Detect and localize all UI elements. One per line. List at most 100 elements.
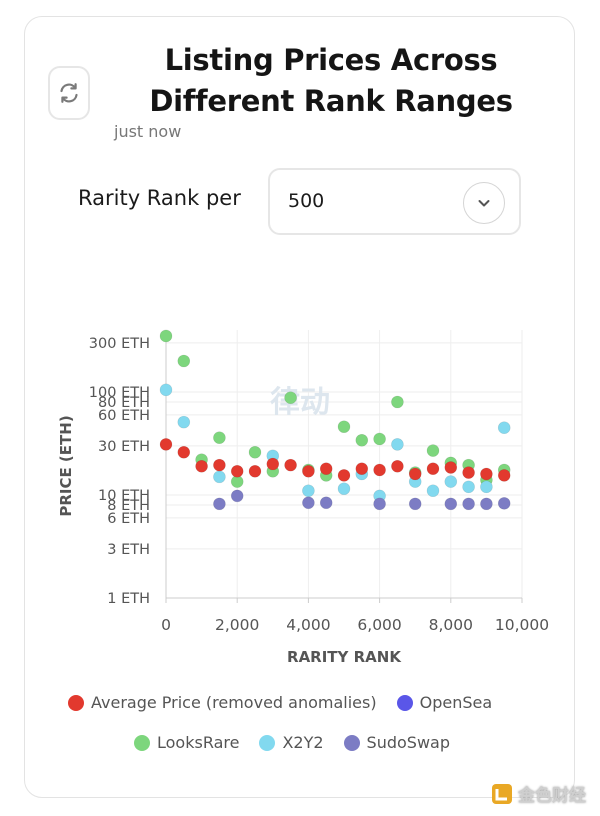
point-looksrare: [355, 433, 369, 447]
point-sudoswap: [480, 497, 493, 511]
legend-item-looksrare[interactable]: LooksRare: [134, 733, 239, 752]
rank-range-value: 500: [288, 190, 325, 212]
point-sudoswap: [497, 497, 511, 510]
point-sudoswap: [319, 496, 333, 510]
x-tick-label: 6,000: [357, 616, 401, 634]
x-tick-label: 2,000: [215, 616, 259, 634]
point-x2y2: [213, 470, 226, 484]
chevron-down-icon: [478, 200, 490, 207]
point-sudoswap: [444, 497, 458, 511]
point-sudoswap: [302, 496, 315, 510]
chart-title: Listing Prices Across Different Rank Ran…: [149, 43, 513, 118]
point-sudoswap: [373, 497, 386, 511]
legend-row-2: LooksRare X2Y2 SudoSwap: [134, 733, 470, 752]
y-tick-label: 1 ETH: [107, 591, 150, 607]
y-tick-label: 6 ETH: [107, 511, 150, 527]
legend-marker: [343, 734, 360, 751]
y-tick-label: 10 ETH: [98, 488, 150, 504]
point-average-price-removed-anomalies: [355, 462, 369, 476]
point-average-price-removed-anomalies: [373, 463, 386, 477]
x-tick-label: 8,000: [429, 616, 473, 634]
legend-marker: [396, 694, 413, 711]
x-tick-label: 0: [161, 616, 171, 634]
point-average-price-removed-anomalies: [159, 438, 173, 451]
point-average-price-removed-anomalies: [480, 467, 493, 481]
corner-watermark: 金色财经: [491, 781, 586, 806]
dropdown-toggle[interactable]: [463, 182, 505, 224]
refresh-icon: [60, 83, 78, 103]
y-tick-label: 3 ETH: [107, 542, 150, 558]
legend-item-sudoswap[interactable]: SudoSwap: [343, 733, 450, 752]
point-x2y2: [337, 482, 351, 496]
y-tick-label: 60 ETH: [98, 408, 150, 424]
point-average-price-removed-anomalies: [266, 457, 280, 471]
legend-label: Average Price (removed anomalies): [91, 693, 377, 712]
point-sudoswap: [408, 497, 422, 511]
chart-points: [159, 329, 511, 511]
x-tick-label: 10,000: [495, 616, 549, 634]
point-average-price-removed-anomalies: [195, 459, 208, 473]
legend-label: LooksRare: [157, 733, 240, 752]
point-average-price-removed-anomalies: [230, 464, 244, 478]
point-x2y2: [444, 475, 458, 488]
point-average-price-removed-anomalies: [391, 459, 404, 473]
point-average-price-removed-anomalies: [462, 466, 475, 479]
point-average-price-removed-anomalies: [319, 462, 333, 476]
rank-range-select[interactable]: 500: [268, 168, 521, 235]
rarity-rank-label: Rarity Rank per: [78, 186, 241, 210]
x-tick-label: 4,000: [286, 616, 330, 634]
y-tick-label: 100 ETH: [89, 385, 150, 401]
point-average-price-removed-anomalies: [284, 458, 297, 472]
point-looksrare: [337, 420, 351, 434]
point-x2y2: [159, 383, 173, 397]
point-looksrare: [213, 431, 226, 445]
point-x2y2: [302, 484, 315, 498]
legend-marker: [68, 694, 84, 711]
legend-row-1: Average Price (removed anomalies) OpenSe…: [68, 693, 512, 712]
y-axis-label: PRICE (ETH): [57, 415, 75, 516]
point-average-price-removed-anomalies: [497, 469, 511, 482]
legend-marker: [259, 734, 276, 751]
point-looksrare: [373, 432, 386, 446]
legend-item-x2y2[interactable]: X2Y2: [259, 733, 324, 752]
legend-label: X2Y2: [282, 733, 324, 752]
point-sudoswap: [462, 497, 475, 511]
y-tick-label: 80 ETH: [98, 395, 150, 411]
y-tick-label: 8 ETH: [107, 498, 150, 514]
refresh-button[interactable]: [48, 66, 90, 120]
chart-grid: [165, 330, 523, 599]
point-looksrare: [159, 329, 173, 343]
legend-item-average[interactable]: Average Price (removed anomalies): [68, 693, 377, 712]
watermark-corner-text: 金色财经: [518, 786, 586, 806]
updated-timestamp: just now: [114, 122, 182, 141]
point-average-price-removed-anomalies: [213, 458, 226, 472]
legend-marker: [134, 734, 150, 751]
watermark-logo-icon: [492, 783, 512, 804]
y-tick-label: 30 ETH: [98, 439, 150, 455]
point-average-price-removed-anomalies: [444, 461, 458, 474]
point-x2y2: [426, 484, 440, 498]
point-average-price-removed-anomalies: [426, 462, 440, 476]
point-looksrare: [391, 395, 404, 409]
chart-card: [24, 16, 575, 798]
legend-item-opensea[interactable]: OpenSea: [396, 693, 493, 712]
point-average-price-removed-anomalies: [177, 445, 191, 459]
legend-label: OpenSea: [419, 693, 493, 712]
point-average-price-removed-anomalies: [248, 464, 262, 478]
point-x2y2: [177, 415, 191, 429]
point-looksrare: [284, 391, 297, 405]
point-x2y2: [391, 438, 404, 451]
point-sudoswap: [213, 497, 226, 511]
point-looksrare: [248, 445, 262, 459]
point-x2y2: [480, 480, 493, 494]
point-x2y2: [497, 421, 511, 435]
point-sudoswap: [230, 489, 244, 503]
legend-label: SudoSwap: [366, 733, 450, 752]
point-x2y2: [462, 480, 475, 494]
point-average-price-removed-anomalies: [302, 464, 315, 478]
watermark-text: 律动: [270, 385, 330, 420]
x-axis-label: RARITY RANK: [287, 648, 402, 666]
point-average-price-removed-anomalies: [408, 467, 422, 481]
